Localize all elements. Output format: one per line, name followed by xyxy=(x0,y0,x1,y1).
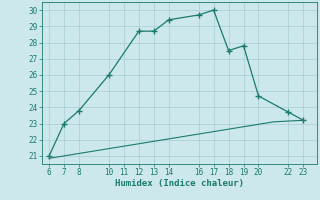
X-axis label: Humidex (Indice chaleur): Humidex (Indice chaleur) xyxy=(115,179,244,188)
